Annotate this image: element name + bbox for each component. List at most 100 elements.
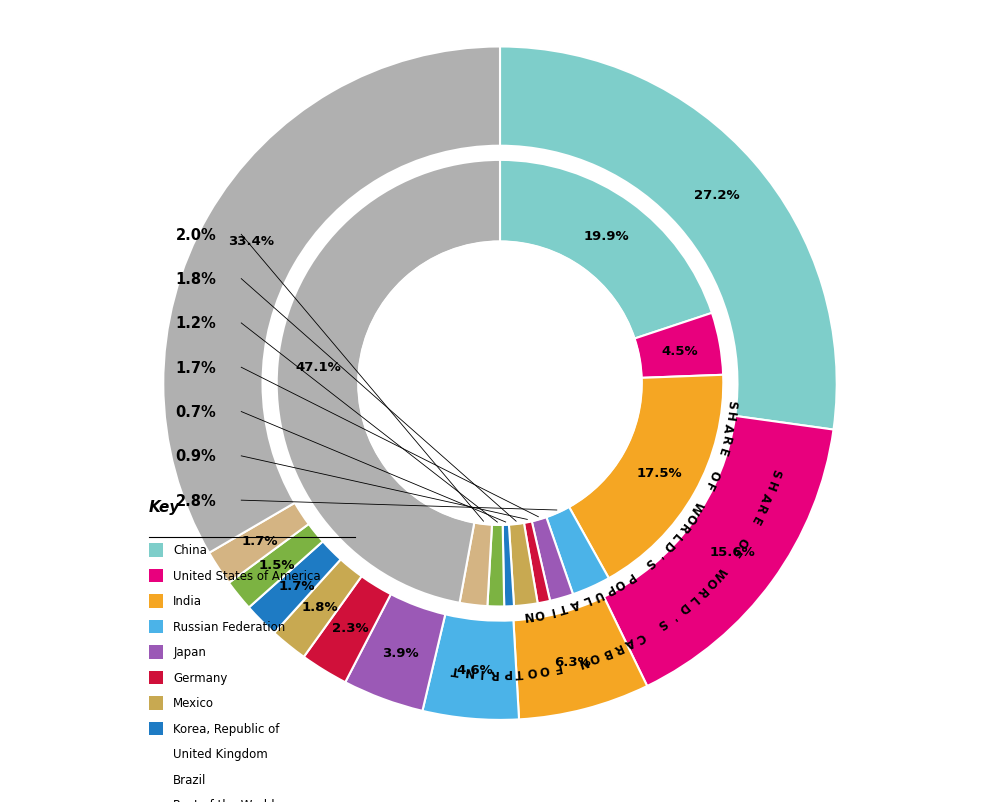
Text: 0.7%: 0.7% [176, 404, 216, 419]
Text: R: R [489, 666, 498, 678]
Text: S: S [767, 467, 782, 479]
Bar [149, 722, 163, 735]
Text: 2.8%: 2.8% [176, 493, 216, 508]
Text: S: S [655, 615, 669, 630]
Text: T: T [515, 665, 524, 678]
Text: 19.9%: 19.9% [584, 229, 630, 242]
Bar [149, 620, 163, 634]
Wedge shape [503, 525, 514, 606]
Text: 1.5%: 1.5% [259, 558, 295, 571]
Text: 4.6%: 4.6% [456, 662, 493, 676]
Text: F: F [727, 545, 742, 559]
Text: F: F [552, 659, 562, 674]
Text: R: R [753, 501, 768, 515]
Text: 4.5%: 4.5% [661, 345, 698, 358]
Text: L: L [685, 592, 699, 606]
Text: E: E [747, 513, 762, 526]
Text: A: A [758, 490, 774, 504]
Text: Brazil: Brazil [173, 773, 207, 786]
Text: Japan: Japan [173, 646, 206, 658]
Text: 3.9%: 3.9% [382, 646, 419, 659]
Bar [149, 747, 163, 761]
Text: A: A [721, 423, 735, 434]
Text: T: T [451, 662, 461, 676]
Text: 1.7%: 1.7% [176, 360, 216, 375]
Text: I: I [548, 603, 555, 617]
Text: P: P [622, 569, 636, 584]
Text: Korea, Republic of: Korea, Republic of [173, 722, 280, 735]
Text: ': ' [667, 609, 678, 622]
Text: Russian Federation: Russian Federation [173, 620, 285, 633]
Bar [149, 696, 163, 710]
Text: D: D [675, 599, 690, 616]
Text: W: W [710, 563, 728, 581]
Text: B: B [599, 645, 612, 660]
Wedge shape [229, 525, 323, 608]
Text: N: N [462, 663, 474, 678]
Text: D: D [659, 537, 675, 553]
Text: A: A [622, 634, 636, 650]
Text: O: O [587, 649, 601, 664]
Text: Rest of the World: Rest of the World [173, 799, 275, 802]
Text: R: R [611, 639, 624, 655]
Text: W: W [688, 498, 706, 516]
Wedge shape [304, 577, 391, 683]
Text: U: U [590, 586, 604, 602]
Wedge shape [345, 594, 445, 711]
Text: Mexico: Mexico [173, 696, 214, 710]
Wedge shape [487, 525, 504, 607]
Wedge shape [209, 503, 309, 583]
Text: O: O [611, 575, 626, 591]
Wedge shape [532, 517, 573, 601]
Text: Germany: Germany [173, 671, 228, 684]
Text: United Kingdom: United Kingdom [173, 747, 268, 760]
Text: L: L [580, 592, 592, 606]
Text: I: I [478, 665, 483, 678]
Bar [149, 544, 163, 557]
Text: P: P [601, 581, 615, 597]
Text: 33.4%: 33.4% [228, 234, 274, 247]
Text: 1.8%: 1.8% [301, 601, 338, 614]
Wedge shape [274, 560, 362, 657]
Wedge shape [604, 416, 834, 687]
Text: O: O [682, 509, 698, 525]
Text: T: T [557, 600, 569, 614]
Text: Key: Key [149, 500, 180, 515]
Text: ': ' [652, 548, 664, 560]
Wedge shape [500, 47, 837, 430]
Text: H: H [763, 478, 778, 492]
Bar [149, 646, 163, 658]
Text: China: China [173, 544, 207, 557]
Wedge shape [546, 508, 609, 594]
Wedge shape [163, 47, 500, 553]
Text: India: India [173, 594, 202, 608]
Bar [149, 670, 163, 684]
Text: 27.2%: 27.2% [694, 189, 739, 202]
Wedge shape [524, 522, 550, 604]
Text: R: R [718, 434, 733, 446]
Text: O: O [526, 663, 537, 678]
Wedge shape [249, 541, 341, 633]
Text: 17.5%: 17.5% [636, 467, 682, 480]
Wedge shape [635, 314, 723, 379]
Text: S: S [641, 554, 656, 569]
Text: R: R [675, 519, 691, 534]
Text: L: L [667, 529, 682, 543]
Wedge shape [460, 523, 492, 606]
Text: E: E [715, 446, 729, 457]
Text: F: F [701, 480, 716, 492]
Wedge shape [509, 523, 538, 606]
Text: 47.1%: 47.1% [295, 361, 341, 374]
Text: R: R [694, 583, 709, 598]
Text: 1.7%: 1.7% [242, 535, 278, 548]
Wedge shape [500, 160, 712, 339]
Bar [149, 773, 163, 786]
Text: S: S [724, 399, 738, 409]
Text: 1.7%: 1.7% [278, 579, 315, 593]
Wedge shape [277, 160, 500, 603]
Bar [149, 798, 163, 802]
Text: O: O [734, 534, 750, 549]
Wedge shape [569, 375, 723, 578]
Text: P: P [502, 666, 511, 678]
Text: 6.3%: 6.3% [554, 654, 591, 668]
